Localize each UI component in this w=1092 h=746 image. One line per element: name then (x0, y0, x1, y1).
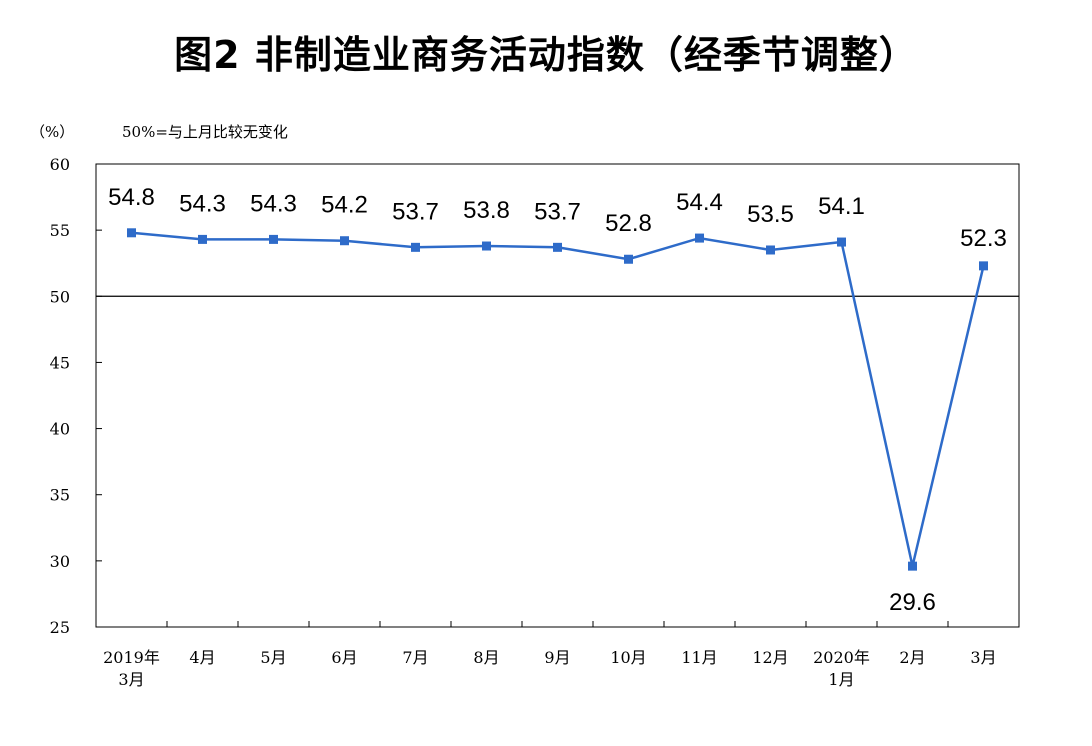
data-label: 52.3 (960, 225, 1007, 252)
x-tick-label: 4月 (189, 648, 215, 667)
data-label: 54.2 (321, 192, 368, 219)
x-tick-label: 8月 (473, 648, 499, 667)
x-tick-label: 10月 (610, 648, 646, 667)
y-tick-label: 35 (50, 486, 70, 505)
data-point (624, 254, 633, 264)
data-point (198, 234, 207, 244)
x-tick-label: 3月 (118, 670, 144, 689)
data-label: 54.3 (179, 190, 226, 217)
data-label: 53.5 (747, 201, 794, 228)
data-point (766, 245, 775, 255)
x-tick-label: 6月 (331, 648, 357, 667)
data-markers (127, 228, 988, 571)
x-axis: 2019年 3月 4月 5月 6月 7月 8月 9月 10月 11月 12月 2020年 1月 2月 3月 (103, 621, 997, 689)
y-tick-label: 60 (50, 155, 70, 174)
x-tick-label: 5月 (260, 648, 286, 667)
data-point (553, 242, 562, 252)
x-tick-label: 2019年 (103, 648, 160, 667)
data-label: 54.1 (818, 193, 865, 220)
data-point (127, 228, 136, 238)
data-labels: 54.8 54.3 54.3 54.2 53.7 53.8 53.7 52.8 54.4 53.5… (108, 184, 1007, 616)
y-tick-label: 55 (50, 221, 70, 240)
data-label: 29.6 (889, 589, 936, 616)
x-tick-label: 9月 (544, 648, 570, 667)
data-label: 53.7 (534, 198, 581, 225)
y-tick-label: 45 (50, 353, 70, 372)
x-tick-label: 3月 (970, 648, 996, 667)
x-tick-label: 2020年 (813, 648, 870, 667)
data-point (695, 233, 704, 243)
x-tick-label: 11月 (681, 648, 717, 667)
y-tick-label: 30 (50, 552, 70, 571)
plot-area (95, 163, 1020, 628)
data-label: 52.8 (605, 210, 652, 237)
series-line (131, 231, 985, 567)
data-point (340, 236, 349, 246)
data-point (411, 242, 420, 252)
y-unit-label: （%） (30, 123, 74, 141)
x-tick-label: 2月 (899, 648, 925, 667)
y-axis: 60 55 50 45 40 35 30 25 (50, 155, 102, 637)
chart-title: 图2 非制造业商务活动指数（经季节调整） (174, 33, 918, 77)
data-label: 53.7 (392, 198, 439, 225)
x-tick-label: 7月 (402, 648, 428, 667)
data-point (908, 561, 917, 571)
y-tick-label: 40 (50, 420, 70, 439)
data-label: 54.8 (108, 184, 155, 211)
data-label: 54.4 (676, 189, 723, 216)
x-tick-label: 12月 (752, 648, 788, 667)
data-point (269, 234, 278, 244)
x-tick-label: 1月 (828, 670, 854, 689)
reference-note: 50%=与上月比较无变化 (122, 123, 288, 141)
data-label: 53.8 (463, 197, 510, 224)
y-tick-label: 50 (50, 287, 70, 306)
data-label: 54.3 (250, 190, 297, 217)
data-point (482, 241, 491, 251)
y-tick-label: 25 (50, 618, 70, 637)
data-point (837, 237, 846, 247)
data-point (979, 261, 988, 271)
